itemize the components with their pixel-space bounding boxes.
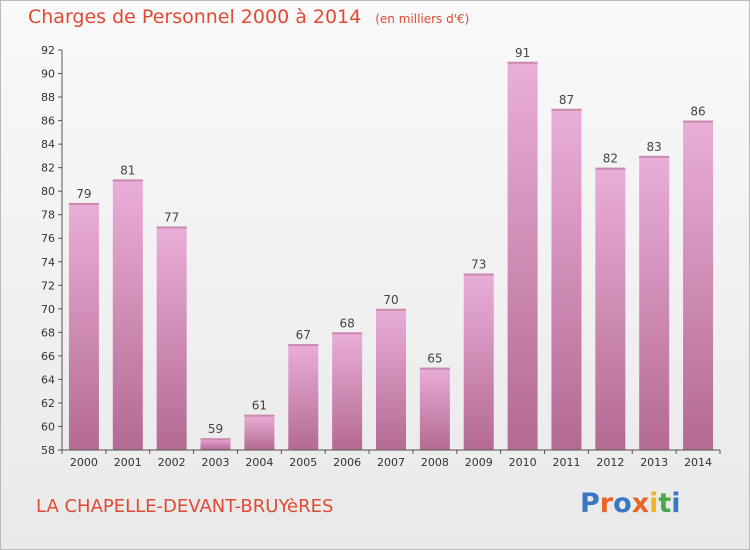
data-label-2014: 86 <box>690 105 705 119</box>
bar-2004 <box>244 414 275 450</box>
x-tick-label-2005: 2005 <box>289 456 317 469</box>
bar-top-edge-2005 <box>288 344 319 347</box>
bar-2005 <box>288 344 319 450</box>
bar-2014 <box>683 120 714 451</box>
data-label-2004: 61 <box>252 399 267 413</box>
bar-2006 <box>332 332 363 450</box>
bar-top-edge-2001 <box>112 179 143 182</box>
bar-2003 <box>200 438 231 450</box>
y-tick-label-86: 86 <box>41 115 55 128</box>
labels-layer: 79 2000 81 2001 77 2002 59 2003 61 2004 67 2005 68 20… <box>41 44 712 469</box>
data-label-2003: 59 <box>208 422 223 436</box>
bar-2002 <box>156 226 187 450</box>
data-label-2001: 81 <box>120 163 135 177</box>
x-tick-label-2012: 2012 <box>596 456 624 469</box>
bar-top-edge-2004 <box>244 414 275 417</box>
logo-letter: P <box>580 488 600 519</box>
chart-title-text: Charges de Personnel 2000 à 2014 <box>28 6 362 28</box>
x-tick-label-2014: 2014 <box>684 456 712 469</box>
bar-2010 <box>507 61 538 450</box>
x-tick-label-2011: 2011 <box>552 456 580 469</box>
x-tick-label-2002: 2002 <box>158 456 186 469</box>
y-tick-label-72: 72 <box>41 279 55 292</box>
bar-top-edge-2007 <box>376 308 406 311</box>
x-tick-label-2003: 2003 <box>202 456 230 469</box>
y-tick-label-92: 92 <box>41 44 55 57</box>
bar-2013 <box>639 155 670 450</box>
y-tick-label-90: 90 <box>41 68 55 81</box>
bar-2007 <box>376 308 406 450</box>
data-label-2011: 87 <box>559 93 574 107</box>
x-tick-label-2006: 2006 <box>333 456 361 469</box>
bar-2012 <box>595 167 626 450</box>
y-tick-label-74: 74 <box>41 256 55 269</box>
x-tick-label-2007: 2007 <box>377 456 405 469</box>
data-label-2009: 73 <box>471 258 486 272</box>
logo-letter: t <box>658 488 672 519</box>
x-tick-label-2008: 2008 <box>421 456 449 469</box>
y-tick-label-62: 62 <box>41 397 55 410</box>
y-tick-label-76: 76 <box>41 232 55 245</box>
bar-top-edge-2000 <box>68 202 99 205</box>
bar-top-edge-2008 <box>419 367 450 370</box>
bar-top-edge-2011 <box>551 108 582 111</box>
logo-letter: r <box>599 488 614 519</box>
bar-2000 <box>68 202 99 450</box>
bar-top-edge-2013 <box>639 155 670 158</box>
y-tick-label-58: 58 <box>41 444 55 457</box>
bar-top-edge-2014 <box>683 120 714 123</box>
chart-subtitle: (en milliers d'€) <box>375 12 470 26</box>
proxiti-logo: Proxiti <box>580 488 681 519</box>
y-tick-label-64: 64 <box>41 373 55 386</box>
bars-layer <box>68 61 714 451</box>
logo-letter: i <box>671 488 681 519</box>
bar-2001 <box>112 179 143 451</box>
data-label-2008: 65 <box>427 352 442 366</box>
bar-top-edge-2006 <box>332 332 363 335</box>
y-tick-label-88: 88 <box>41 91 55 104</box>
data-label-2005: 67 <box>296 328 311 342</box>
x-tick-label-2010: 2010 <box>509 456 537 469</box>
x-tick-label-2009: 2009 <box>465 456 493 469</box>
y-tick-label-68: 68 <box>41 326 55 339</box>
x-tick-label-2004: 2004 <box>245 456 273 469</box>
y-tick-label-84: 84 <box>41 138 55 151</box>
y-tick-label-66: 66 <box>41 350 55 363</box>
data-label-2010: 91 <box>515 46 530 60</box>
data-label-2000: 79 <box>76 187 91 201</box>
data-label-2006: 68 <box>339 316 354 330</box>
x-tick-label-2001: 2001 <box>114 456 142 469</box>
bar-2011 <box>551 108 582 450</box>
x-tick-label-2013: 2013 <box>640 456 668 469</box>
y-tick-label-78: 78 <box>41 209 55 222</box>
data-label-2013: 83 <box>647 140 662 154</box>
x-tick-label-2000: 2000 <box>70 456 98 469</box>
bar-top-edge-2002 <box>156 226 187 229</box>
data-label-2002: 77 <box>164 210 179 224</box>
bar-top-edge-2003 <box>200 438 231 441</box>
logo-letter: x <box>631 488 650 519</box>
bar-top-edge-2012 <box>595 167 626 170</box>
bar-2009 <box>463 273 494 450</box>
y-tick-label-82: 82 <box>41 162 55 175</box>
bar-2008 <box>419 367 450 450</box>
bar-top-edge-2010 <box>507 61 538 64</box>
bar-top-edge-2009 <box>463 273 494 276</box>
data-label-2007: 70 <box>383 293 398 307</box>
logo-letter: i <box>649 488 659 519</box>
y-tick-label-70: 70 <box>41 303 55 316</box>
data-label-2012: 82 <box>603 152 618 166</box>
chart-title: Charges de Personnel 2000 à 2014 (en mill… <box>28 6 469 28</box>
y-tick-label-60: 60 <box>41 420 55 433</box>
axis-layer <box>58 49 721 454</box>
commune-name: LA CHAPELLE-DEVANT-BRUYèRES <box>36 496 334 517</box>
y-tick-label-80: 80 <box>41 185 55 198</box>
logo-letter: o <box>613 488 632 519</box>
